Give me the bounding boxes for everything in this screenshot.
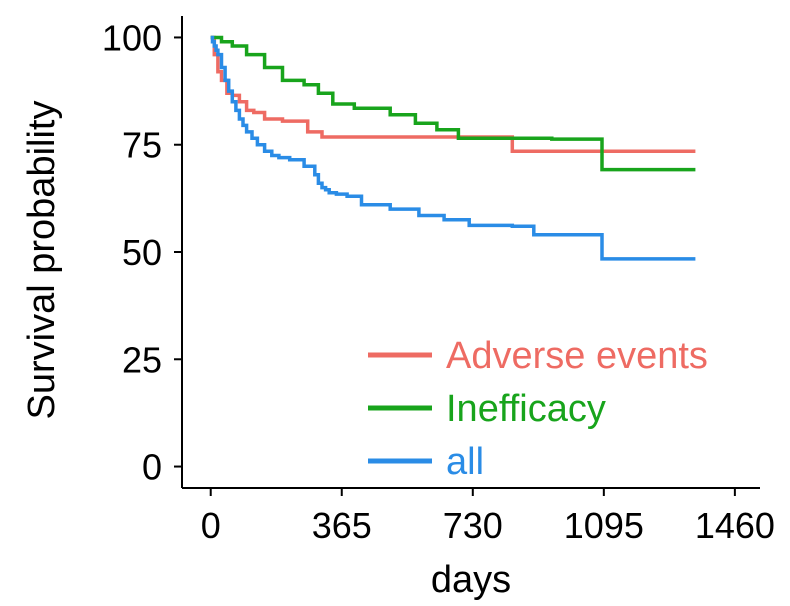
y-tick-label: 25 [122,339,162,380]
x-tick-label: 1095 [564,505,644,546]
y-tick-label: 75 [122,125,162,166]
x-tick-label: 365 [312,505,372,546]
x-axis-ticks: 0 365 730 1095 1460 [201,488,775,546]
series-group [210,35,696,261]
y-axis-title: Survival probability [21,101,63,420]
x-tick-label: 1460 [695,505,775,546]
series-line-adverse-events [210,35,696,153]
legend: Adverse events Inefficacy all [368,335,708,483]
x-tick-label: 0 [201,505,221,546]
legend-label: Inefficacy [446,388,606,430]
x-tick-label: 730 [443,505,503,546]
legend-label: Adverse events [446,335,708,377]
x-axis-title: days [431,559,511,601]
series-line-inefficacy [210,35,696,172]
plot-area [210,35,696,261]
series-line-all [210,35,696,261]
legend-label: all [446,441,484,483]
y-tick-label: 100 [102,17,162,58]
y-tick-label: 50 [122,232,162,273]
y-tick-label: 0 [142,447,162,488]
y-axis-ticks: 0 25 50 75 100 [102,17,182,488]
